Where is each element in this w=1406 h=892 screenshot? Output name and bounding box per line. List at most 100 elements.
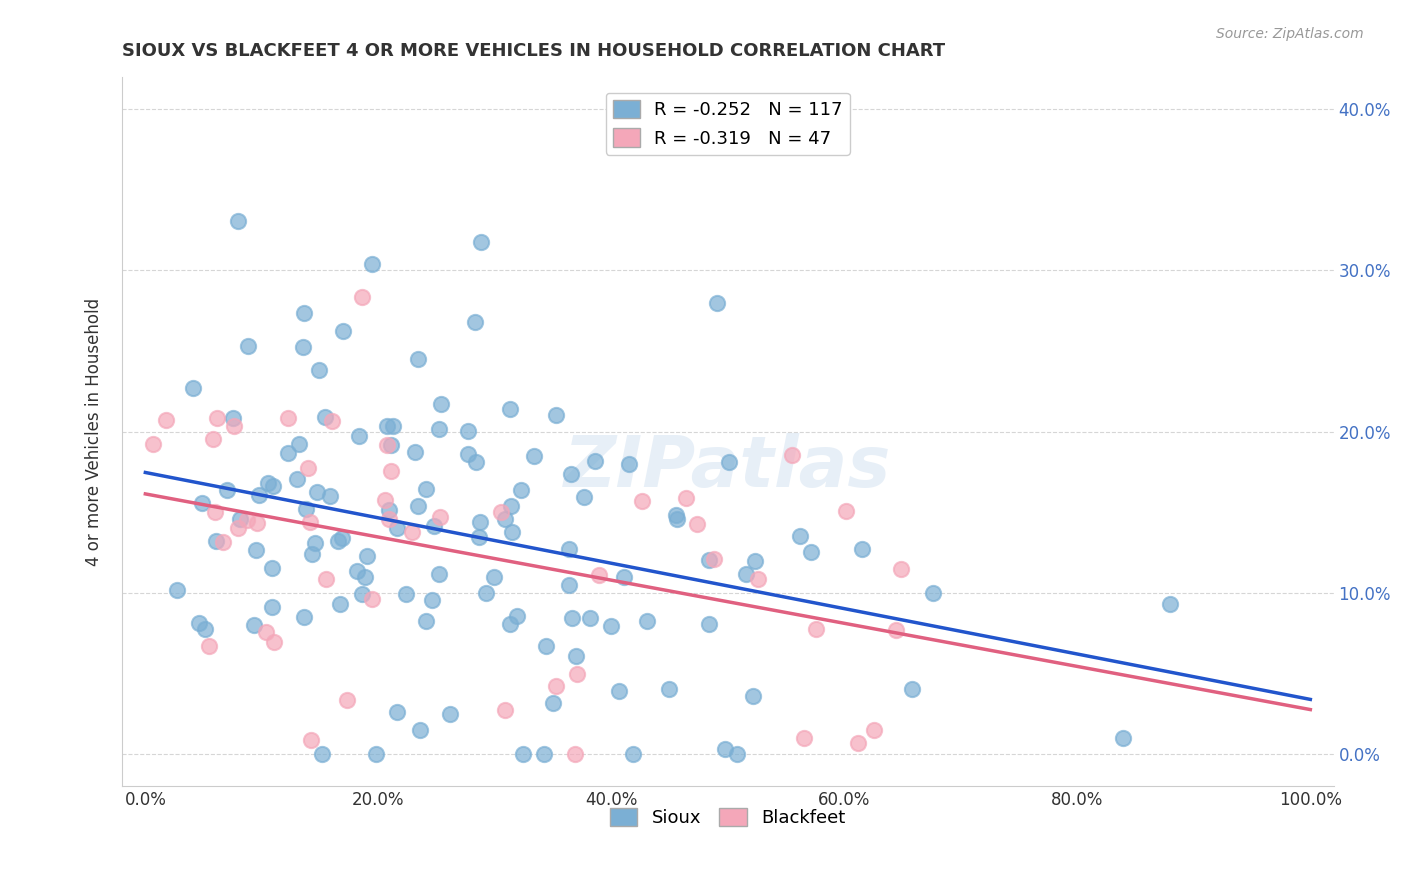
Point — [742, 689, 765, 703]
Point — [489, 505, 512, 519]
Point — [714, 741, 737, 756]
Point — [468, 515, 491, 529]
Point — [457, 447, 479, 461]
Point — [336, 692, 359, 706]
Point — [665, 512, 688, 526]
Point — [430, 397, 453, 411]
Point — [735, 567, 758, 582]
Point — [630, 494, 652, 508]
Point — [686, 516, 709, 531]
Point — [242, 618, 264, 632]
Point — [851, 541, 873, 556]
Point — [415, 483, 437, 497]
Point — [288, 437, 311, 451]
Point — [228, 512, 250, 526]
Point — [260, 561, 283, 575]
Point — [429, 510, 451, 524]
Y-axis label: 4 or more Vehicles in Household: 4 or more Vehicles in Household — [86, 297, 103, 566]
Point — [697, 553, 720, 567]
Point — [311, 747, 333, 762]
Point — [564, 747, 586, 762]
Point — [361, 591, 384, 606]
Point — [187, 616, 209, 631]
Point — [747, 572, 769, 586]
Point — [262, 600, 284, 615]
Point — [890, 562, 912, 576]
Point — [308, 363, 330, 377]
Point — [332, 324, 354, 338]
Point — [863, 723, 886, 738]
Point — [236, 339, 259, 353]
Point — [541, 696, 564, 710]
Point — [744, 554, 766, 568]
Point — [427, 422, 450, 436]
Point — [427, 567, 450, 582]
Point — [297, 460, 319, 475]
Point — [364, 747, 387, 762]
Point — [226, 521, 249, 535]
Point — [579, 611, 602, 625]
Point — [353, 570, 375, 584]
Point — [347, 429, 370, 443]
Point — [401, 525, 423, 540]
Point — [235, 513, 257, 527]
Point — [703, 552, 725, 566]
Point — [468, 530, 491, 544]
Point — [346, 564, 368, 578]
Point — [423, 519, 446, 533]
Point — [155, 413, 177, 427]
Point — [725, 747, 748, 762]
Point — [470, 235, 492, 249]
Point — [789, 528, 811, 542]
Point — [404, 444, 426, 458]
Point — [380, 464, 402, 478]
Point — [665, 508, 688, 523]
Point — [292, 306, 315, 320]
Point — [613, 570, 636, 584]
Point — [226, 214, 249, 228]
Point — [277, 446, 299, 460]
Text: ZIPatlas: ZIPatlas — [564, 433, 891, 501]
Point — [536, 639, 558, 653]
Point — [558, 542, 581, 557]
Point — [406, 499, 429, 513]
Point — [381, 419, 404, 434]
Point — [494, 702, 516, 716]
Point — [718, 455, 741, 469]
Point — [834, 504, 856, 518]
Point — [457, 424, 479, 438]
Point — [675, 491, 697, 506]
Point — [617, 457, 640, 471]
Point — [360, 257, 382, 271]
Point — [600, 618, 623, 632]
Point — [583, 454, 606, 468]
Point — [245, 543, 267, 558]
Point — [465, 455, 488, 469]
Point — [498, 402, 520, 417]
Point — [922, 586, 945, 600]
Point — [356, 549, 378, 564]
Point — [609, 684, 631, 698]
Point — [254, 625, 277, 640]
Point — [385, 705, 408, 719]
Point — [285, 472, 308, 486]
Point — [314, 410, 336, 425]
Point — [304, 536, 326, 550]
Point — [277, 411, 299, 425]
Point — [166, 583, 188, 598]
Point — [183, 381, 205, 395]
Text: SIOUX VS BLACKFEET 4 OR MORE VEHICLES IN HOUSEHOLD CORRELATION CHART: SIOUX VS BLACKFEET 4 OR MORE VEHICLES IN… — [122, 42, 945, 60]
Point — [510, 483, 533, 497]
Point — [204, 505, 226, 519]
Point — [395, 587, 418, 601]
Point — [523, 449, 546, 463]
Point — [262, 479, 284, 493]
Point — [1112, 731, 1135, 745]
Point — [475, 586, 498, 600]
Point — [621, 747, 644, 762]
Point — [1159, 597, 1181, 611]
Point — [350, 587, 373, 601]
Point — [793, 731, 815, 746]
Point — [494, 512, 516, 526]
Point — [560, 467, 582, 481]
